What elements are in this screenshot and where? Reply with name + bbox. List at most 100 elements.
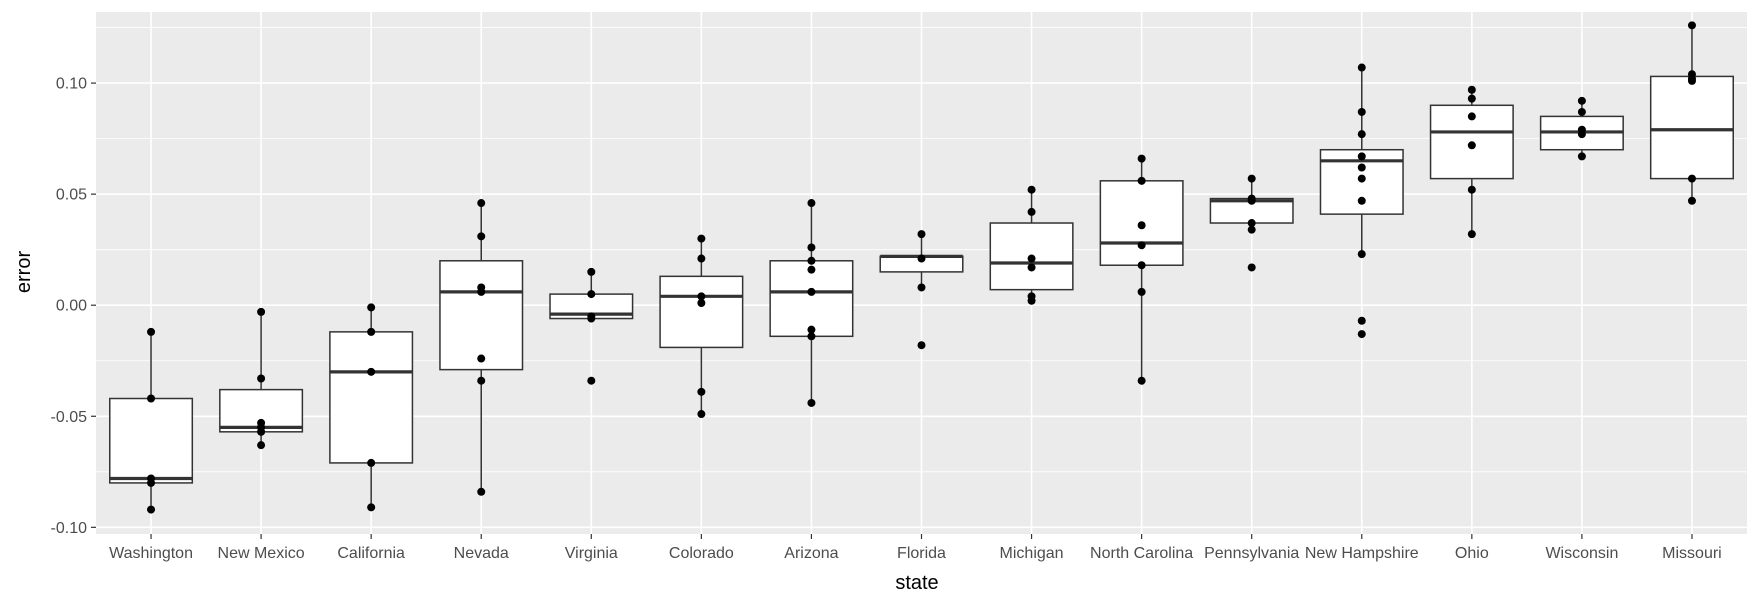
data-point [807, 287, 816, 296]
y-axis: -0.10 -0.05 0.00 0.05 0.10 [51, 76, 96, 537]
data-point [1247, 174, 1256, 183]
data-point [1687, 76, 1696, 85]
data-point [147, 478, 156, 487]
data-point [1467, 85, 1476, 94]
x-tick-label: Washington [109, 545, 193, 562]
x-tick-label: Colorado [669, 545, 734, 562]
data-point [1687, 174, 1696, 183]
box-california [329, 307, 414, 508]
box-body [1649, 75, 1734, 180]
data-point [1247, 263, 1256, 272]
data-point [1137, 376, 1146, 385]
box-body [659, 275, 744, 349]
data-point [587, 267, 596, 276]
data-point [917, 230, 926, 239]
y-tick-label: -0.10 [51, 520, 88, 537]
data-point [807, 199, 816, 208]
data-point [257, 374, 266, 383]
data-point [1467, 230, 1476, 239]
box-body [329, 331, 414, 464]
data-point [1137, 287, 1146, 296]
y-tick-label: -0.05 [51, 409, 88, 426]
data-point [1577, 130, 1586, 139]
y-tick-label: 0.10 [56, 76, 87, 93]
x-tick-label: Ohio [1455, 545, 1489, 562]
y-tick-label: 0.00 [56, 298, 87, 315]
data-point [697, 410, 706, 419]
box-washington [109, 331, 194, 510]
data-point [1137, 261, 1146, 270]
data-point [1027, 254, 1036, 263]
data-point [477, 199, 486, 208]
data-point [697, 292, 706, 301]
data-point [257, 307, 266, 316]
data-point [1577, 107, 1586, 116]
data-point [697, 234, 706, 243]
data-point [147, 327, 156, 336]
data-point [147, 394, 156, 403]
data-point [587, 290, 596, 299]
data-point [1357, 330, 1366, 339]
data-point [367, 458, 376, 467]
data-point [807, 243, 816, 252]
data-point [367, 367, 376, 376]
x-tick-label: Michigan [1000, 545, 1064, 562]
x-tick-label: New Hampshire [1305, 545, 1419, 562]
data-point [147, 505, 156, 514]
y-axis-title: error [13, 251, 35, 294]
data-point [367, 503, 376, 512]
data-point [1027, 185, 1036, 194]
data-point [1357, 196, 1366, 205]
box-nevada [439, 203, 524, 492]
data-point [1357, 163, 1366, 172]
x-tick-label: Pennsylvania [1204, 545, 1299, 562]
x-tick-label: North Carolina [1090, 545, 1193, 562]
data-point [1137, 221, 1146, 230]
data-point [697, 387, 706, 396]
data-point [1357, 107, 1366, 116]
x-tick-label: Missouri [1662, 545, 1722, 562]
x-axis-title: state [895, 572, 938, 594]
points-layer [147, 21, 1696, 514]
data-point [1467, 112, 1476, 121]
data-point [1137, 154, 1146, 163]
data-point [1357, 250, 1366, 259]
data-point [1687, 196, 1696, 205]
data-point [807, 332, 816, 341]
data-point [917, 341, 926, 350]
x-tick-label: Arizona [784, 545, 838, 562]
box-colorado [659, 238, 744, 415]
data-point [1027, 263, 1036, 272]
data-point [807, 398, 816, 407]
data-point [587, 376, 596, 385]
data-point [1687, 21, 1696, 30]
x-tick-label: Florida [897, 545, 946, 562]
data-point [477, 354, 486, 363]
data-point [477, 376, 486, 385]
data-point [807, 325, 816, 334]
data-point [917, 254, 926, 263]
data-point [1247, 196, 1256, 205]
data-point [1137, 176, 1146, 185]
data-point [1137, 241, 1146, 250]
x-tick-label: California [337, 545, 405, 562]
data-point [1357, 63, 1366, 72]
x-tick-label: Nevada [454, 545, 509, 562]
data-point [1577, 152, 1586, 161]
x-axis: Washington New Mexico California Nevada Virg… [109, 534, 1722, 562]
box-missouri [1649, 25, 1734, 201]
data-point [257, 441, 266, 450]
data-point [697, 254, 706, 263]
data-point [1247, 225, 1256, 234]
data-point [697, 298, 706, 307]
data-point [477, 232, 486, 241]
data-point [367, 327, 376, 336]
data-point [1357, 152, 1366, 161]
data-point [1467, 94, 1476, 103]
data-point [1467, 141, 1476, 150]
box-body [439, 260, 524, 371]
x-tick-label: Wisconsin [1545, 545, 1618, 562]
data-point [1247, 219, 1256, 228]
data-point [587, 314, 596, 323]
